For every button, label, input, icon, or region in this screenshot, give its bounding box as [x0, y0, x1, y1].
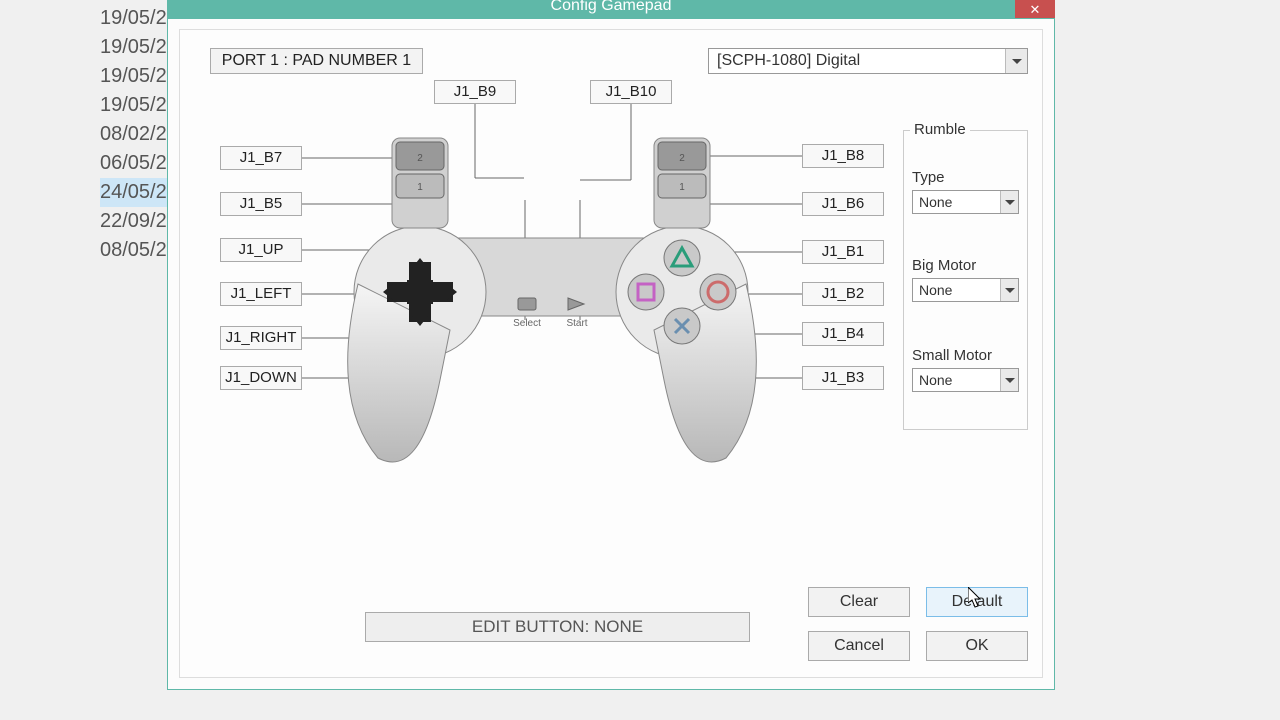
svg-text:1: 1	[417, 182, 423, 193]
map-circle[interactable]: J1_B2	[802, 282, 884, 306]
big-motor-select[interactable]: None	[912, 278, 1019, 302]
config-gamepad-dialog: Config Gamepad ✕ PORT 1 : PAD NUMBER 1 […	[167, 0, 1055, 690]
select-label: Select	[513, 318, 541, 329]
titlebar: Config Gamepad ✕	[168, 1, 1054, 19]
map-square[interactable]: J1_B4	[802, 322, 884, 346]
svg-text:2: 2	[417, 153, 423, 164]
bg-date-row: 08/05/20	[100, 236, 170, 265]
map-cross[interactable]: J1_B3	[802, 366, 884, 390]
map-l1[interactable]: J1_B5	[220, 192, 302, 216]
map-r-top[interactable]: J1_B10	[590, 80, 672, 104]
bg-date-row: 24/05/20	[100, 178, 170, 207]
client-area: PORT 1 : PAD NUMBER 1 [SCPH-1080] Digita…	[179, 29, 1043, 678]
map-down[interactable]: J1_DOWN	[220, 366, 302, 390]
background-date-list: 19/05/2019/05/2019/05/2019/05/2008/02/20…	[0, 0, 170, 265]
map-l2[interactable]: J1_B7	[220, 146, 302, 170]
window-title: Config Gamepad	[551, 0, 672, 14]
edit-button-status: EDIT BUTTON: NONE	[365, 612, 750, 642]
bg-date-row: 22/09/20	[100, 207, 170, 236]
rumble-legend: Rumble	[910, 121, 970, 138]
cancel-button[interactable]: Cancel	[808, 631, 910, 661]
device-selected-text: [SCPH-1080] Digital	[709, 52, 1005, 70]
ok-button[interactable]: OK	[926, 631, 1028, 661]
small-motor-select[interactable]: None	[912, 368, 1019, 392]
chevron-down-icon	[1000, 369, 1018, 391]
mouse-cursor-icon	[968, 587, 984, 609]
chevron-down-icon	[1005, 49, 1027, 73]
map-triangle[interactable]: J1_B1	[802, 240, 884, 264]
map-l-top[interactable]: J1_B9	[434, 80, 516, 104]
bg-date-row: 08/02/20	[100, 120, 170, 149]
map-r2[interactable]: J1_B8	[802, 144, 884, 168]
small-motor-value: None	[913, 372, 1000, 388]
chevron-down-icon	[1000, 279, 1018, 301]
map-right[interactable]: J1_RIGHT	[220, 326, 302, 350]
map-up[interactable]: J1_UP	[220, 238, 302, 262]
rumble-type-select[interactable]: None	[912, 190, 1019, 214]
small-motor-label: Small Motor	[912, 347, 1019, 364]
bg-date-row: 19/05/20	[100, 91, 170, 120]
big-motor-label: Big Motor	[912, 257, 1019, 274]
clear-button[interactable]: Clear	[808, 587, 910, 617]
svg-text:2: 2	[679, 153, 685, 164]
svg-text:1: 1	[679, 182, 685, 193]
port-label: PORT 1 : PAD NUMBER 1	[210, 48, 423, 74]
bg-date-row: 06/05/20	[100, 149, 170, 178]
close-button[interactable]: ✕	[1015, 0, 1055, 18]
map-left[interactable]: J1_LEFT	[220, 282, 302, 306]
bg-date-row: 19/05/20	[100, 62, 170, 91]
map-r1[interactable]: J1_B6	[802, 192, 884, 216]
device-select[interactable]: [SCPH-1080] Digital	[708, 48, 1028, 74]
close-icon: ✕	[1030, 3, 1041, 16]
start-label: Start	[566, 318, 587, 329]
rumble-group: Rumble Type None Big Motor None Small Mo…	[903, 130, 1028, 430]
rumble-type-label: Type	[912, 169, 1019, 186]
bg-date-row: 19/05/20	[100, 4, 170, 33]
rumble-type-value: None	[913, 194, 1000, 210]
chevron-down-icon	[1000, 191, 1018, 213]
bg-date-row: 19/05/20	[100, 33, 170, 62]
big-motor-value: None	[913, 282, 1000, 298]
